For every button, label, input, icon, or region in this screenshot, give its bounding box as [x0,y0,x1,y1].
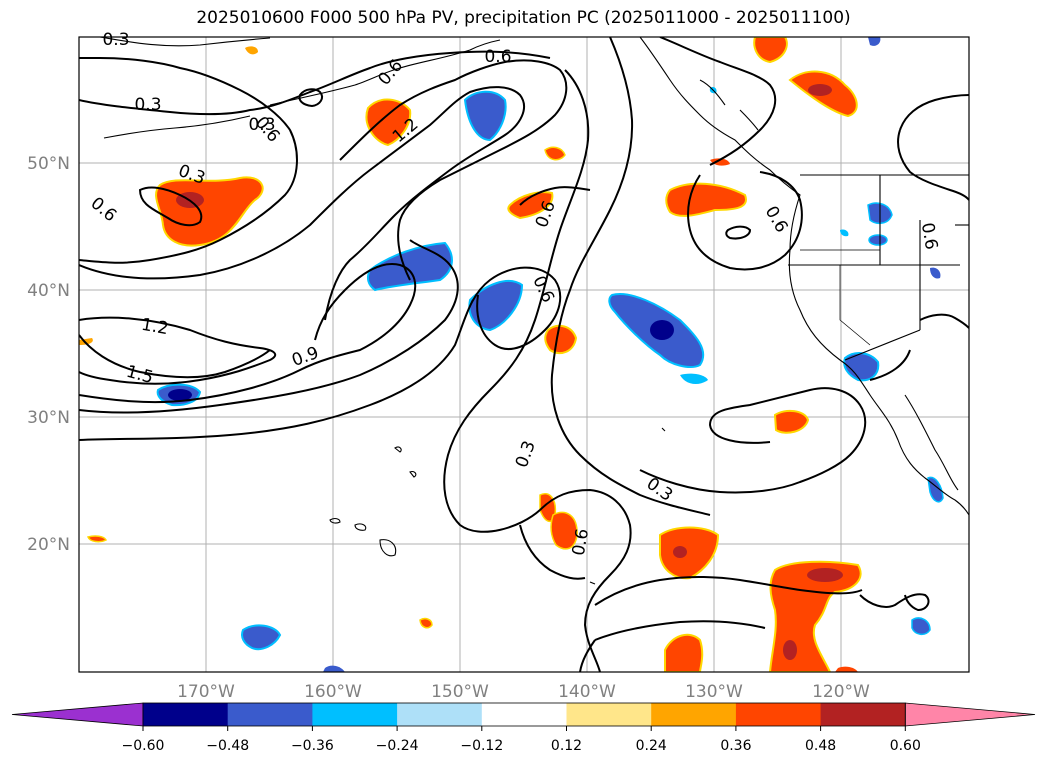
colorbar-tick-label: −0.24 [376,738,419,754]
colorbar-tick-label: −0.48 [206,738,249,754]
pv-contours [79,37,969,672]
gridlines [79,37,969,672]
contour-label: 0.6 [484,47,511,67]
contour-label: 0.3 [248,115,275,135]
colorbar-tick-label: 0.48 [805,738,836,754]
chart-title: 2025010600 F000 500 hPa PV, precipitatio… [196,8,851,28]
latitude-labels: 50°N 40°N 30°N 20°N [27,154,70,555]
lon-label-120w: 120°W [812,682,870,702]
colorbar-arrow-high [904,702,1036,727]
coastline [99,37,969,585]
colorbar [11,702,1036,727]
map-frame [78,36,970,673]
colorbar-tick-label: 0.12 [551,738,582,754]
colorbar-segment [566,703,652,726]
longitude-labels: 170°W 160°W 150°W 140°W 130°W 120°W [177,682,870,702]
colorbar-segment [143,703,229,726]
contour-label: 1.2 [140,315,170,339]
colorbar-segment [397,703,483,726]
lat-label-40n: 40°N [27,281,70,301]
lon-label-170w: 170°W [177,682,235,702]
contour-label: 0.3 [134,95,161,115]
colorbar-tick-label: 0.60 [890,738,921,754]
colorbar-tick-label: 0.24 [636,738,667,754]
lat-label-20n: 20°N [27,535,70,555]
colorbar-segment [651,703,737,726]
colorbar-segment [227,703,313,726]
colorbar-segment [481,703,567,726]
contour-label: 0.6 [917,221,941,251]
colorbar-segment [735,703,822,726]
colorbar-ticks: −0.60 −0.48 −0.36 −0.24 −0.12 0.12 0.24 0.36 0.4… [122,726,921,754]
colorbar-tick-label: −0.36 [291,738,334,754]
lon-label-130w: 130°W [685,682,743,702]
lat-label-50n: 50°N [27,154,70,174]
contour-label: 0.3 [102,30,129,50]
state-borders [800,249,880,346]
precip-anomaly-shading [79,37,944,672]
lat-label-30n: 30°N [27,408,70,428]
colorbar-segment [820,703,906,726]
contour-label: 0.6 [569,527,593,557]
lon-label-160w: 160°W [304,682,362,702]
lon-label-150w: 150°W [431,682,489,702]
colorbar-segment [312,703,398,726]
colorbar-tick-label: 0.36 [720,738,751,754]
colorbar-tick-label: −0.60 [122,738,165,754]
lon-label-140w: 140°W [558,682,616,702]
colorbar-tick-label: −0.12 [460,738,503,754]
colorbar-arrow-low [11,702,144,727]
colorbar-frame [142,702,906,727]
